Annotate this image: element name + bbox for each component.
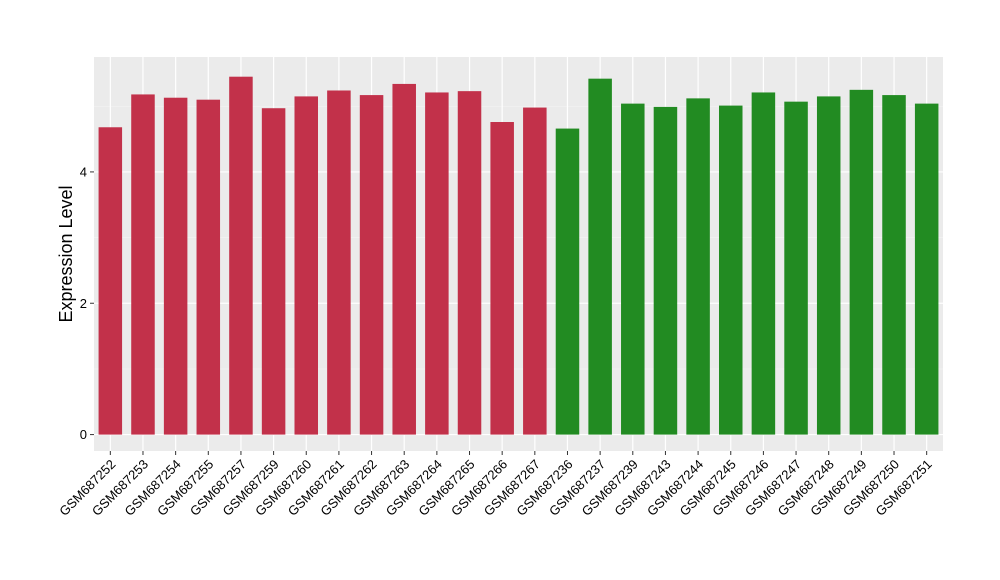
bar-GSM687255 <box>196 99 221 435</box>
bar-GSM687261 <box>327 90 351 435</box>
bar-GSM687236 <box>555 128 580 435</box>
bar-GSM687247 <box>784 101 808 435</box>
bar-GSM687263 <box>392 83 416 435</box>
bar-GSM687267 <box>523 107 547 435</box>
bar-GSM687257 <box>229 76 253 435</box>
bar-GSM687265 <box>457 91 482 435</box>
bar-GSM687266 <box>490 122 514 435</box>
bar-GSM687239 <box>621 103 645 435</box>
bar-GSM687237 <box>588 78 612 435</box>
bar-GSM687246 <box>751 92 776 435</box>
bar-GSM687260 <box>294 96 319 435</box>
plot-panel <box>94 57 943 451</box>
y-tick-label: 4 <box>80 164 87 179</box>
x-axis: GSM687252GSM687253GSM687254GSM687255GSM6… <box>56 451 935 519</box>
y-tick-label: 0 <box>80 427 87 442</box>
bar-GSM687251 <box>914 103 939 435</box>
bar-GSM687262 <box>359 95 384 435</box>
bar-GSM687245 <box>718 105 743 435</box>
bar-GSM687252 <box>98 127 123 435</box>
bar-GSM687254 <box>163 97 188 435</box>
bar-GSM687264 <box>425 92 449 435</box>
bar-GSM687259 <box>261 108 286 435</box>
bar-GSM687243 <box>653 106 678 435</box>
bar-GSM687250 <box>882 95 906 435</box>
bar-GSM687248 <box>816 96 841 435</box>
y-tick-label: 2 <box>80 296 87 311</box>
bars <box>98 76 939 435</box>
bar-GSM687244 <box>686 98 710 435</box>
y-axis: 0 2 4 <box>80 164 94 442</box>
y-axis-title: Expression Level <box>56 185 76 322</box>
bar-GSM687253 <box>131 94 155 435</box>
bar-GSM687249 <box>849 89 874 435</box>
